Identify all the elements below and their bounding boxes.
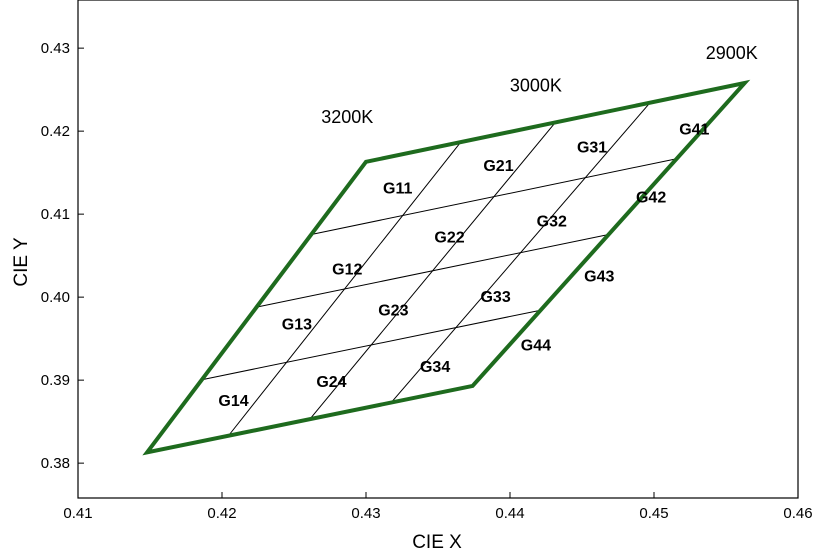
y-tick-label: 0.41 <box>41 206 70 223</box>
bin-labels: G11 G21 G31 G41 G12 G22 G32 G42 G13 G23 G33 G43 G14 G… <box>218 121 709 409</box>
bin-label-g12: G12 <box>332 262 362 279</box>
bin-label-g42: G42 <box>636 190 666 207</box>
bin-label-g22: G22 <box>434 229 464 246</box>
bin-label-g33: G33 <box>480 289 510 306</box>
cct-labels: 3200K 3000K 2900K <box>321 43 758 127</box>
bin-label-g31: G31 <box>577 140 607 157</box>
bin-label-g13: G13 <box>282 317 312 334</box>
y-tick-label: 0.43 <box>41 40 70 57</box>
x-tick-label: 0.43 <box>351 505 380 522</box>
x-tick-label: 0.44 <box>495 505 524 522</box>
x-tick-label: 0.45 <box>639 505 668 522</box>
y-tick-label: 0.39 <box>41 372 70 389</box>
x-tick-label: 0.41 <box>63 505 92 522</box>
y-axis-label: CIE Y <box>11 237 32 287</box>
bin-label-g14: G14 <box>218 393 248 410</box>
y-tick-label: 0.38 <box>41 455 70 472</box>
axis-ticks: 0.41 0.42 0.43 0.44 0.45 0.46 0.38 0.39 0.40 0.41… <box>41 40 813 522</box>
bin-label-g44: G44 <box>521 337 551 354</box>
bin-label-g21: G21 <box>483 158 513 175</box>
bin-label-g32: G32 <box>537 214 567 231</box>
bin-label-g23: G23 <box>378 302 408 319</box>
bin-label-g34: G34 <box>420 359 450 376</box>
grid-line-vertical-3 <box>390 102 651 403</box>
x-tick-label: 0.46 <box>783 505 812 522</box>
y-tick-label: 0.42 <box>41 123 70 140</box>
bin-grid-lines <box>201 102 677 437</box>
bin-label-g43: G43 <box>584 268 614 285</box>
grid-line-horizontal-3 <box>201 309 541 381</box>
plot-frame <box>77 0 799 499</box>
bin-label-g24: G24 <box>316 374 346 391</box>
x-axis-label: CIE X <box>412 532 462 553</box>
cct-label: 3200K <box>321 107 373 127</box>
bin-label-g11: G11 <box>383 180 412 197</box>
y-tick-label: 0.40 <box>41 289 70 306</box>
grid-line-horizontal-2 <box>256 233 609 308</box>
cct-label: 2900K <box>706 43 758 63</box>
bin-outline <box>142 79 751 456</box>
cct-label: 3000K <box>510 75 562 95</box>
bin-label-g41: G41 <box>679 121 709 138</box>
x-tick-label: 0.42 <box>207 505 236 522</box>
